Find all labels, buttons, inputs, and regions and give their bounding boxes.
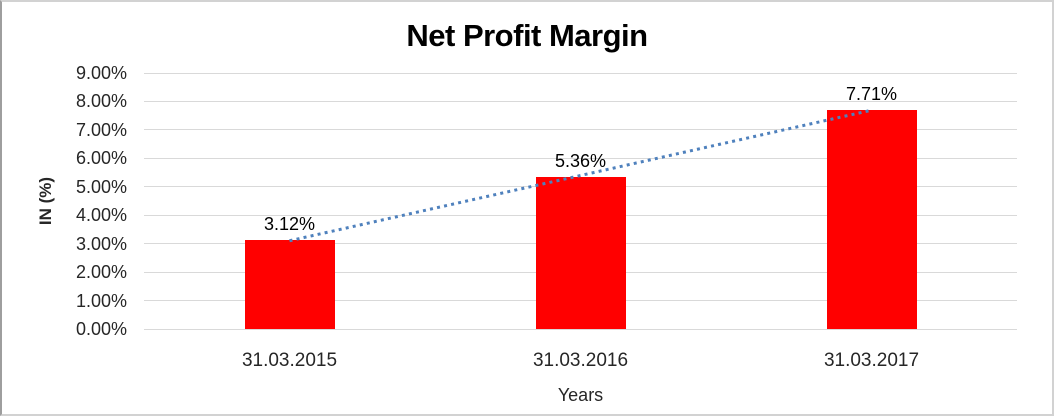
bar-value-label: 5.36% bbox=[554, 150, 607, 171]
bar-value-label: 3.12% bbox=[263, 214, 316, 235]
x-tick-label: 31.03.2017 bbox=[823, 350, 920, 371]
bar-value-label: 7.71% bbox=[845, 83, 898, 104]
gridline bbox=[144, 100, 1017, 102]
gridline bbox=[144, 328, 1017, 330]
x-axis-title: Years bbox=[557, 385, 604, 405]
plot-area: Years 3.12% 31.03.2015 5.36% 31.03.2016 7.71… bbox=[144, 72, 1017, 405]
y-tick-label: 6.00% bbox=[75, 148, 127, 169]
y-tick-label: 9.00% bbox=[75, 63, 127, 83]
y-tick-label: 8.00% bbox=[75, 91, 127, 112]
y-tick-label: 4.00% bbox=[75, 205, 127, 226]
chart-title: Net Profit Margin bbox=[406, 18, 648, 53]
bar bbox=[535, 176, 626, 329]
y-tick-label: 7.00% bbox=[75, 119, 127, 140]
y-tick-label: 5.00% bbox=[75, 176, 127, 197]
bar bbox=[244, 240, 335, 329]
y-tick-label: 0.00% bbox=[75, 319, 127, 339]
y-tick-label: 1.00% bbox=[75, 290, 127, 311]
gridline bbox=[144, 72, 1017, 74]
x-tick-label: 31.03.2015 bbox=[241, 350, 338, 371]
bar bbox=[826, 109, 917, 329]
y-tick-label: 3.00% bbox=[75, 233, 127, 254]
x-tick-label: 31.03.2016 bbox=[532, 350, 629, 371]
y-tick-label: 2.00% bbox=[75, 262, 127, 283]
